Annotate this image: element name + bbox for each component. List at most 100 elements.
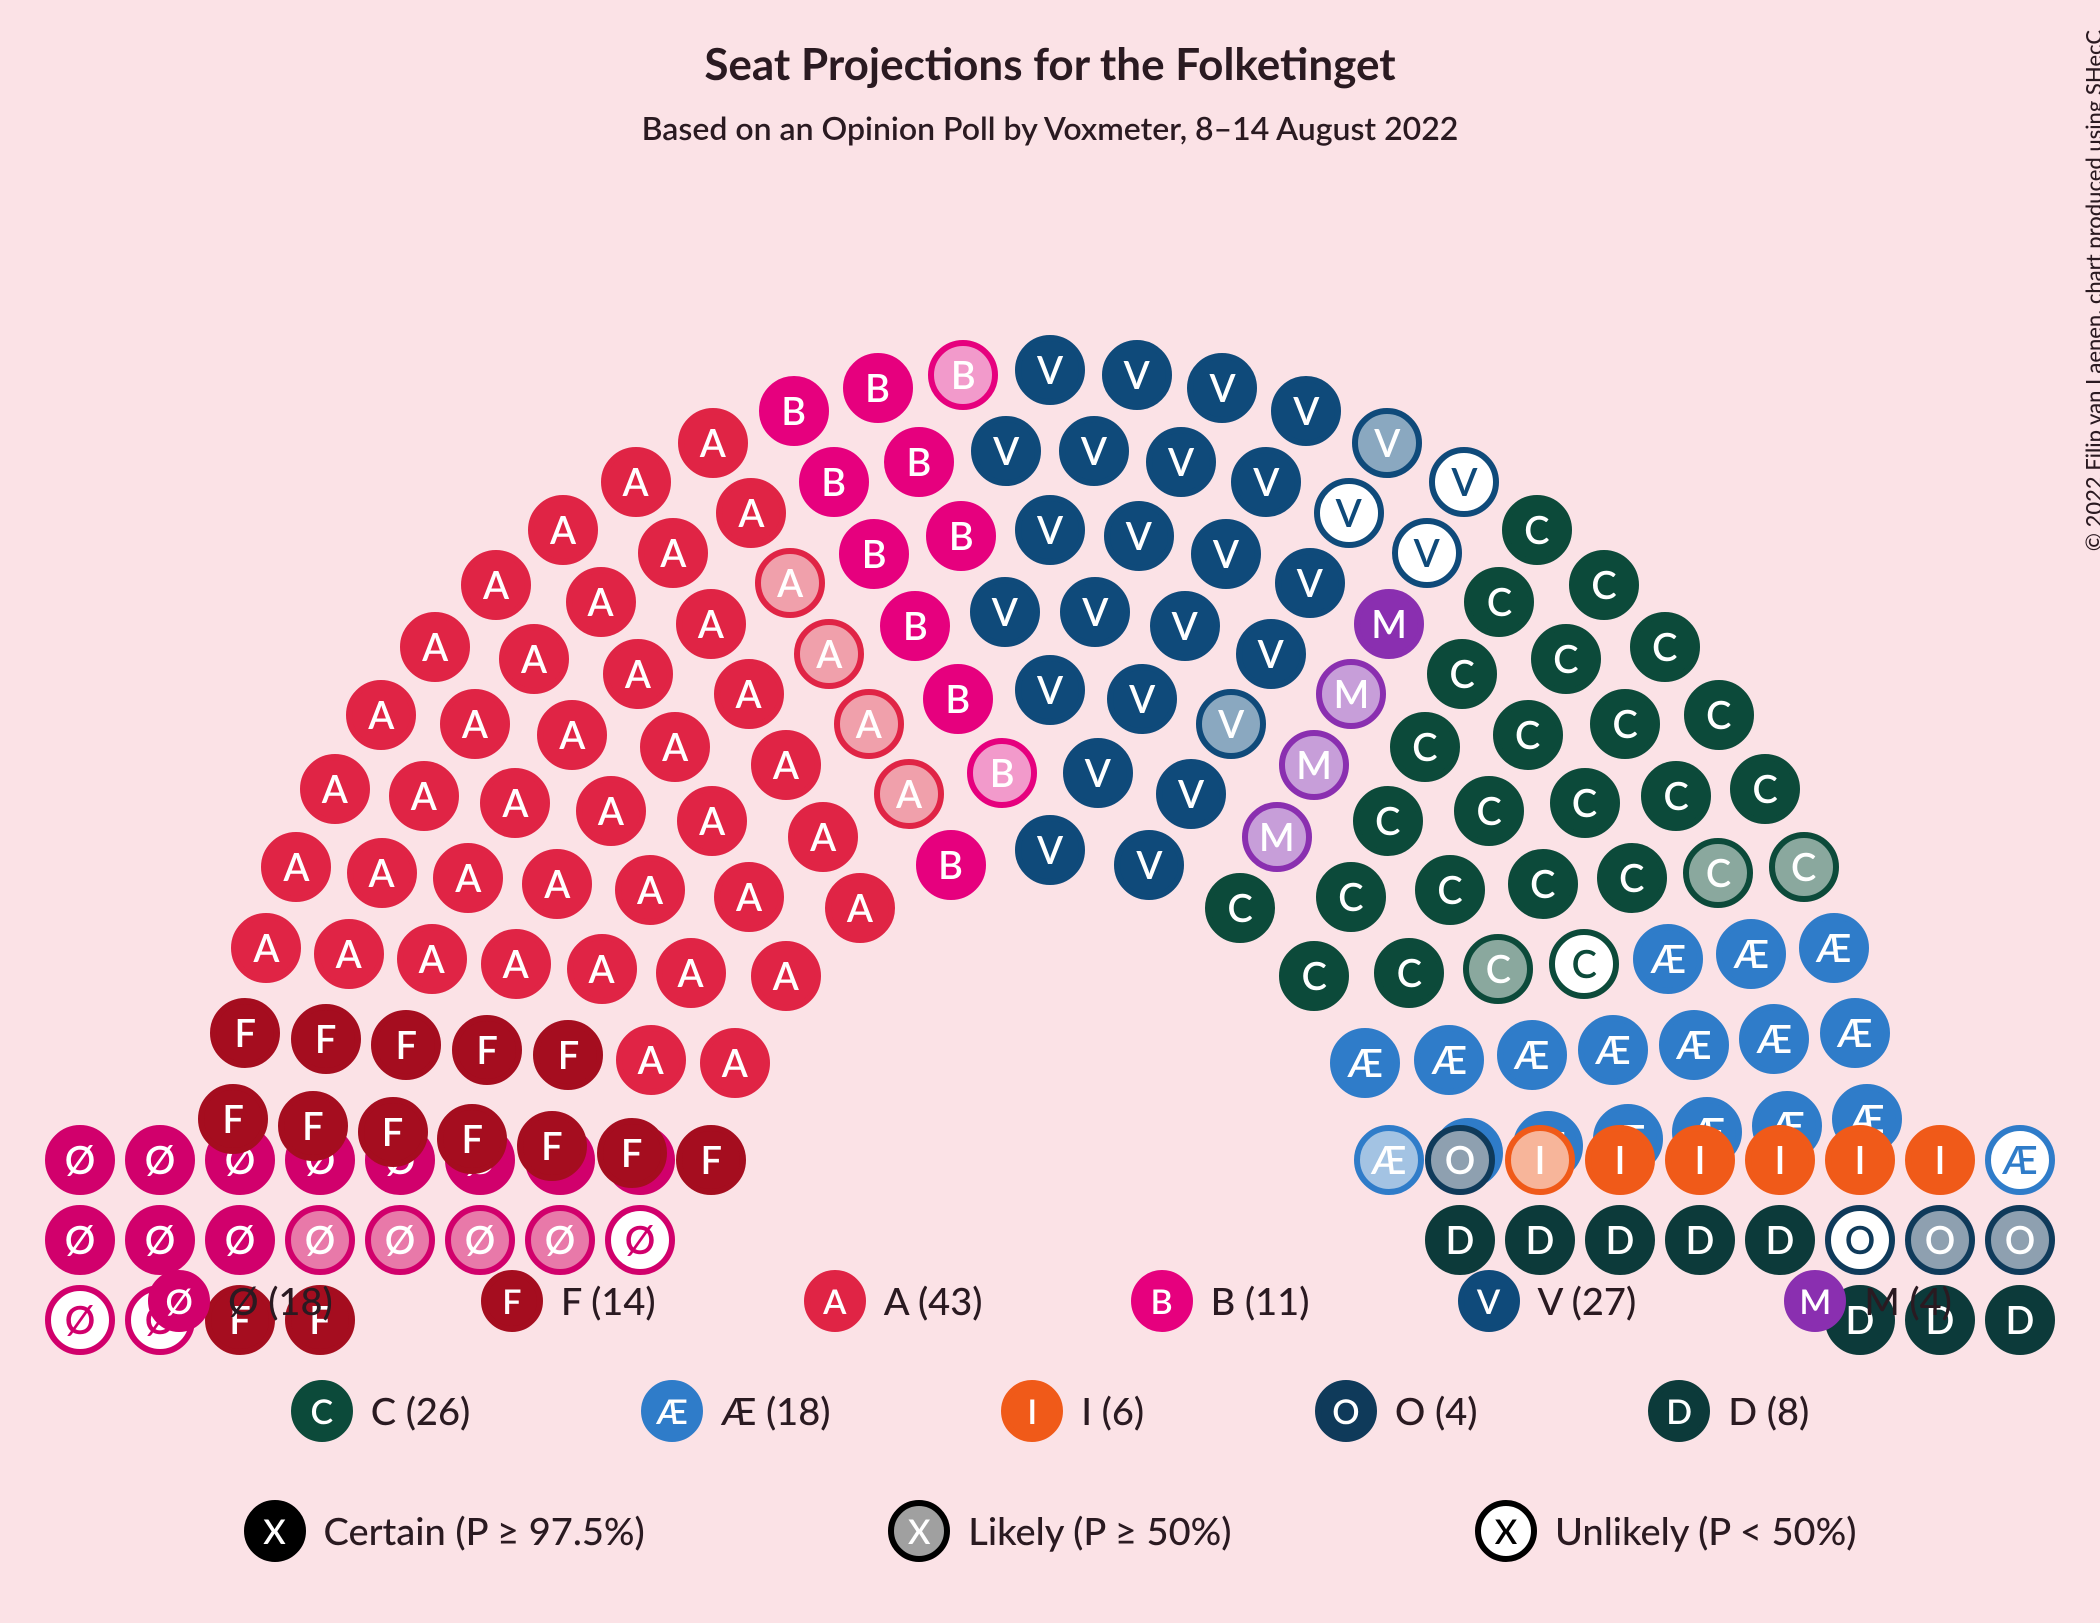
seat: V	[1114, 830, 1184, 900]
seat: Æ	[1633, 924, 1703, 994]
seat: V	[1060, 577, 1130, 647]
seat: I	[1745, 1125, 1815, 1195]
seat: V	[1191, 519, 1261, 589]
legend-label: B (11)	[1211, 1278, 1310, 1324]
seat: V	[1231, 447, 1301, 517]
seat: C	[1316, 862, 1386, 932]
seat: Ø	[125, 1125, 195, 1195]
legend-label: D (8)	[1728, 1388, 1809, 1434]
legend-item: XUnlikely (P < 50%)	[1475, 1500, 1856, 1562]
seat: B	[839, 519, 909, 589]
legend-circle: A	[804, 1270, 866, 1332]
seat: F	[358, 1097, 428, 1167]
legend-circle: O	[1315, 1380, 1377, 1442]
seat: F	[676, 1125, 746, 1195]
legend-label: F (14)	[561, 1278, 656, 1324]
seat: V	[1156, 759, 1226, 829]
legend-label: A (43)	[884, 1278, 983, 1324]
seat: C	[1205, 873, 1275, 943]
seat: B	[880, 591, 950, 661]
seat: A	[676, 589, 746, 659]
seat: Æ	[1739, 1004, 1809, 1074]
seat: Æ	[1985, 1125, 2055, 1195]
legend-item: F F (14)	[481, 1270, 656, 1332]
legend-item: XLikely (P ≥ 50%)	[888, 1500, 1231, 1562]
legend-label: Æ (18)	[721, 1388, 831, 1434]
seat: A	[499, 624, 569, 694]
legend-probability-row: XCertain (P ≥ 97.5%)XLikely (P ≥ 50%)XUn…	[0, 1500, 2100, 1562]
seat: A	[603, 639, 673, 709]
seat: C	[1493, 700, 1563, 770]
seat: V	[1429, 447, 1499, 517]
seat: A	[576, 776, 646, 846]
seat: Æ	[1578, 1015, 1648, 1085]
seat: A	[314, 919, 384, 989]
seat: Æ	[1799, 913, 1869, 983]
seat: V	[971, 416, 1041, 486]
seat: C	[1684, 680, 1754, 750]
seat: C	[1531, 624, 1601, 694]
seat: A	[794, 619, 864, 689]
seat: D	[1585, 1205, 1655, 1275]
legend-circle: B	[1131, 1270, 1193, 1332]
seat: A	[678, 408, 748, 478]
seat: C	[1549, 929, 1619, 999]
legend-label: I (6)	[1081, 1388, 1144, 1434]
seat: C	[1590, 689, 1660, 759]
seat: O	[1425, 1125, 1495, 1195]
seat: Ø	[205, 1205, 275, 1275]
seat: I	[1505, 1125, 1575, 1195]
seat: F	[198, 1084, 268, 1154]
seat: Æ	[1497, 1020, 1567, 1090]
seat: Ø	[45, 1125, 115, 1195]
legend-item: VV (27)	[1458, 1270, 1637, 1332]
legend-circle: F	[481, 1270, 543, 1332]
legend-item: A A (43)	[804, 1270, 983, 1332]
legend-circle: D	[1648, 1380, 1710, 1442]
seat: V	[1015, 495, 1085, 565]
seat: V	[1352, 408, 1422, 478]
seat: F	[597, 1118, 667, 1188]
seat: C	[1502, 495, 1572, 565]
seat: C	[1390, 712, 1460, 782]
seat: C	[1730, 754, 1800, 824]
legend-circle: X	[1475, 1500, 1537, 1562]
seat: V	[1146, 427, 1216, 497]
legend-circle: X	[244, 1500, 306, 1562]
legend-label: Likely (P ≥ 50%)	[968, 1508, 1231, 1554]
seat: F	[371, 1010, 441, 1080]
seat: Æ	[1330, 1028, 1400, 1098]
seat: Ø	[445, 1205, 515, 1275]
legend-item: ØØ (18)	[148, 1270, 333, 1332]
seat: A	[656, 938, 726, 1008]
legend-item: B B (11)	[1131, 1270, 1310, 1332]
seat: Æ	[1820, 998, 1890, 1068]
seat: F	[291, 1004, 361, 1074]
legend-parties-row-2: CC (26)ÆÆ (18)II (6)OO (4)DD (8)	[0, 1380, 2100, 1442]
seat: V	[970, 577, 1040, 647]
legend-circle: I	[1001, 1380, 1063, 1442]
seat: F	[452, 1015, 522, 1085]
seat: F	[533, 1020, 603, 1090]
seat: A	[567, 934, 637, 1004]
seat: A	[677, 786, 747, 856]
seat: V	[1102, 340, 1172, 410]
seat: V	[1015, 815, 1085, 885]
legend-circle: M	[1784, 1270, 1846, 1332]
seat: O	[1825, 1205, 1895, 1275]
legend-item: MM (4)	[1784, 1270, 1952, 1332]
seat: C	[1569, 550, 1639, 620]
seat: Ø	[285, 1205, 355, 1275]
seat: V	[1104, 501, 1174, 571]
seat: C	[1464, 567, 1534, 637]
seat: I	[1905, 1125, 1975, 1195]
seat: A	[400, 612, 470, 682]
seat: M	[1279, 730, 1349, 800]
legend-label: Ø (18)	[228, 1278, 333, 1324]
seat: F	[278, 1091, 348, 1161]
seat: V	[1271, 376, 1341, 446]
seat: A	[755, 548, 825, 618]
seat: B	[926, 501, 996, 571]
legend-label: V (27)	[1538, 1278, 1637, 1324]
seat: A	[714, 659, 784, 729]
